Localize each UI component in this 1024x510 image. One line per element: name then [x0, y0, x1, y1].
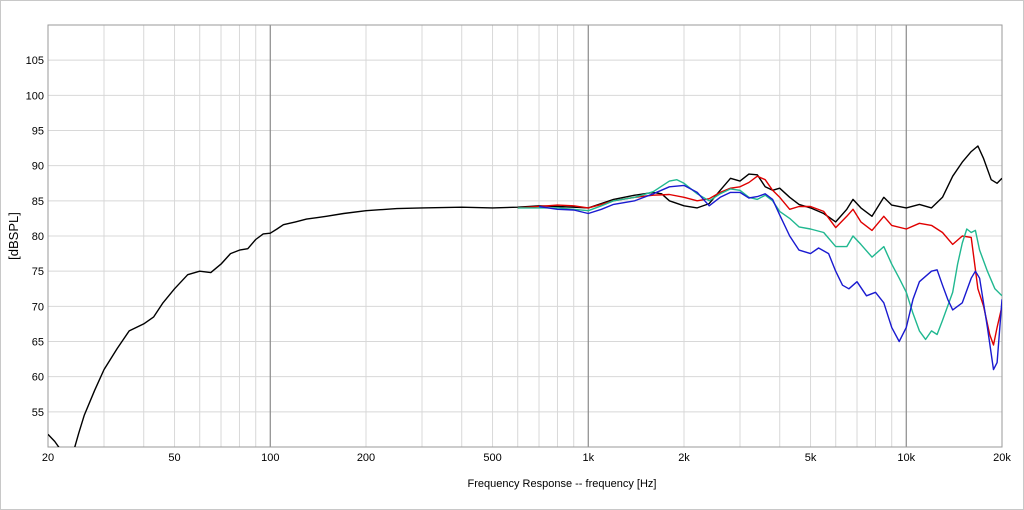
y-tick-label: 60 [32, 372, 44, 384]
y-tick-label: 105 [26, 55, 44, 67]
x-tick-label: 500 [483, 452, 501, 464]
x-tick-label: 20 [42, 452, 54, 464]
series-group [48, 145, 1002, 447]
plot-border [47, 24, 1003, 448]
y-tick-label: 75 [32, 266, 44, 278]
x-tick-label: 50 [168, 452, 180, 464]
y-tick-label: 95 [32, 126, 44, 138]
x-tick-labels: 20 50 100 200 500 1k 2k 5k 10k 20k [42, 452, 1011, 464]
x-axis-title: Frequency Response -- frequency [Hz] [468, 478, 657, 490]
series-line-3 [517, 179, 1002, 341]
y-tick-label: 85 [32, 196, 44, 208]
y-tick-labels: 55 60 65 70 75 80 85 90 95 100 105 [26, 55, 44, 419]
x-tick-label: 20k [993, 452, 1011, 464]
series-line-4 [538, 184, 1002, 371]
y-axis-title: [dBSPL] [6, 212, 21, 260]
x-tick-label: 10k [897, 452, 915, 464]
y-tick-label: 70 [32, 301, 44, 313]
y-tick-label: 100 [26, 90, 44, 102]
y-tick-label: 80 [32, 231, 44, 243]
y-tick-label: 55 [32, 407, 44, 419]
x-tick-label: 200 [357, 452, 375, 464]
series-line-2 [517, 175, 1002, 346]
grid [48, 25, 1002, 447]
y-tick-label: 65 [32, 337, 44, 349]
x-tick-label: 100 [261, 452, 279, 464]
y-tick-label: 90 [32, 161, 44, 173]
x-tick-label: 5k [805, 452, 817, 464]
x-tick-label: 1k [582, 452, 594, 464]
x-tick-label: 2k [678, 452, 690, 464]
